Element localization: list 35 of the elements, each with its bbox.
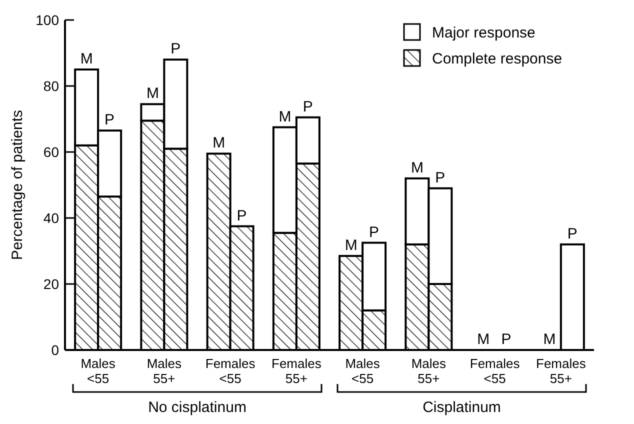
- y-tick-label: 80: [43, 78, 60, 94]
- annotation: M: [146, 85, 159, 102]
- annotation: P: [104, 112, 115, 129]
- annotation: P: [170, 40, 181, 58]
- text: Cisplatinum: [422, 399, 501, 416]
- text: Females 55+: [272, 356, 322, 386]
- annotation: P: [236, 207, 247, 224]
- text: Males <55: [345, 356, 380, 386]
- text: Males 55+: [146, 356, 182, 386]
- annotation: M: [80, 50, 93, 68]
- text: Females <55: [470, 356, 520, 386]
- y-tick-label: 40: [43, 210, 60, 226]
- annotation: P: [369, 224, 380, 241]
- text: Males 55+: [411, 356, 447, 386]
- annotation: M: [344, 236, 358, 254]
- text: Females <55: [205, 356, 256, 386]
- y-tick-label: 60: [43, 144, 60, 160]
- text: Females 55+: [536, 356, 586, 386]
- annotation: M: [543, 331, 556, 348]
- annotation: P: [435, 169, 446, 186]
- annotation: P: [567, 225, 578, 242]
- annotation: M: [278, 108, 292, 126]
- y-tick-label: 100: [36, 12, 60, 28]
- y-axis-title: Percentage of patients: [9, 110, 26, 260]
- text: No cisplatinum: [148, 399, 246, 416]
- text: Males <55: [80, 356, 116, 386]
- y-tick-label: 20: [43, 276, 60, 292]
- annotation: M: [212, 134, 226, 152]
- y-tick-label: 0: [51, 342, 60, 358]
- annotation: P: [501, 331, 512, 348]
- annotation: M: [410, 159, 424, 176]
- annotation: M: [477, 331, 490, 348]
- legend-label: Complete response: [432, 50, 562, 68]
- annotation: P: [302, 98, 313, 116]
- legend-label: Major response: [432, 24, 536, 42]
